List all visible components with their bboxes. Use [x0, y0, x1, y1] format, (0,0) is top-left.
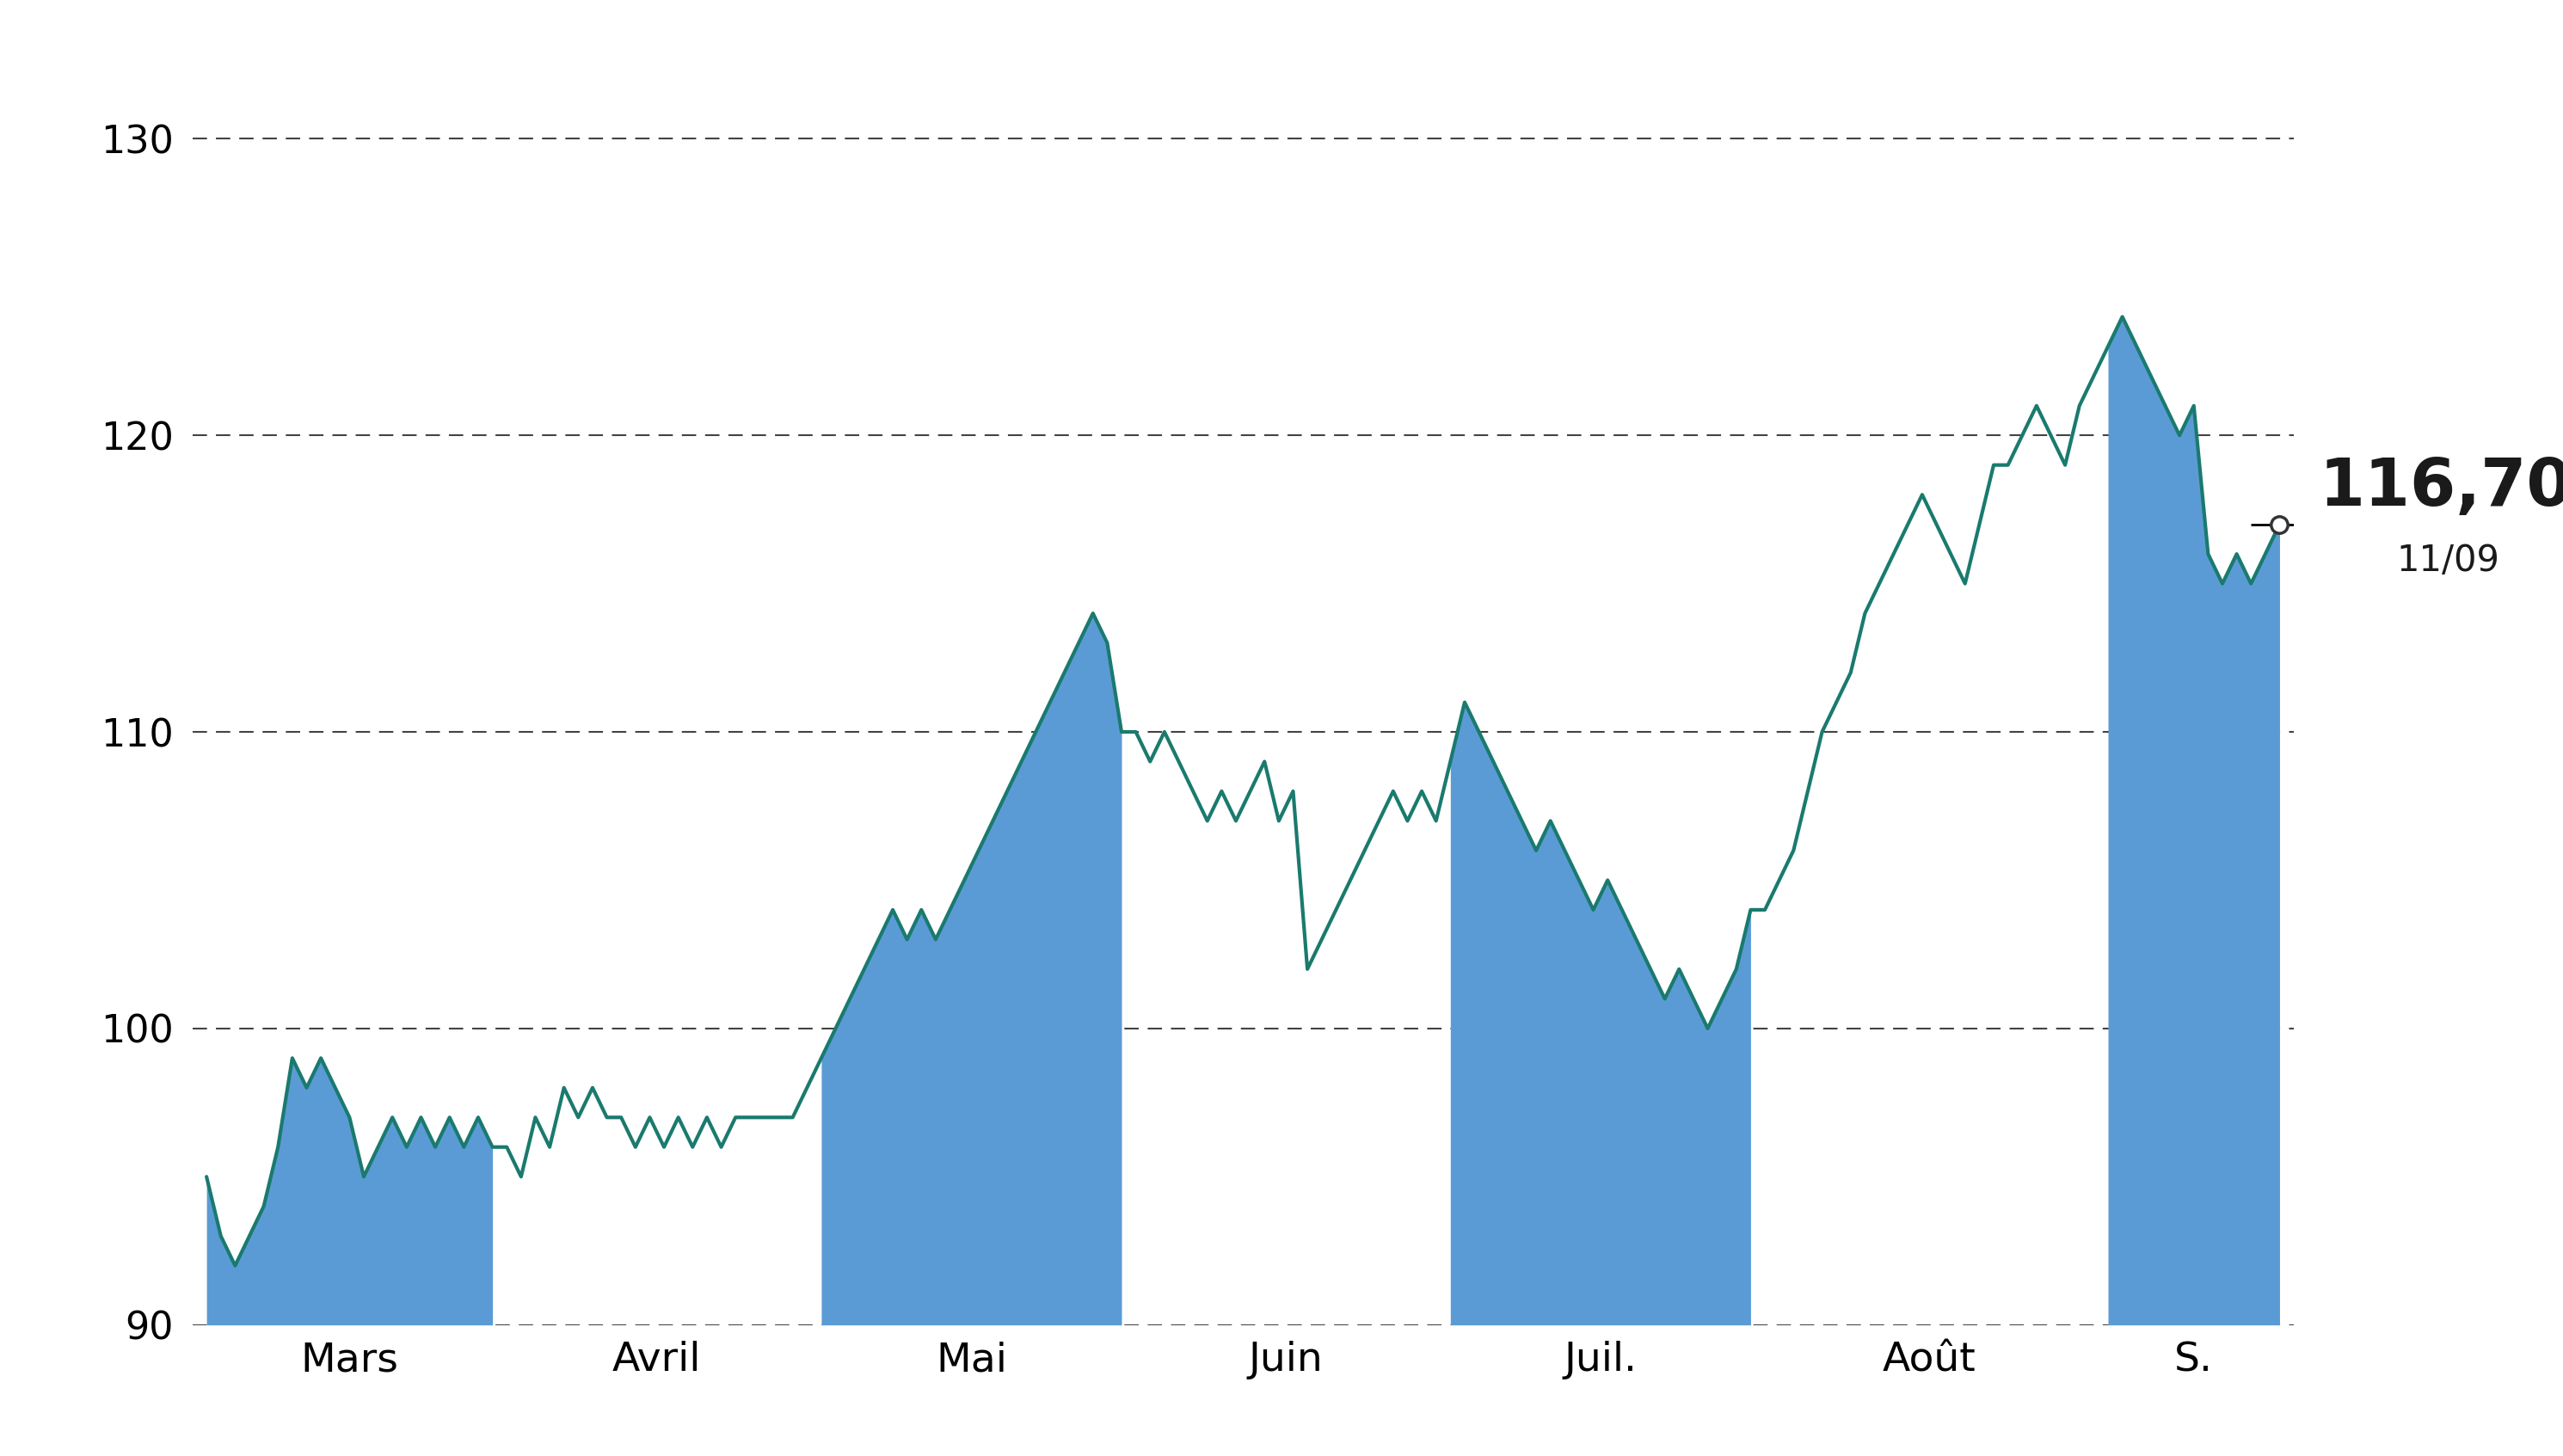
Text: 116,70: 116,70 [2320, 456, 2563, 520]
Text: 11/09: 11/09 [2396, 543, 2499, 579]
Text: NEXANS: NEXANS [1061, 1, 1502, 93]
